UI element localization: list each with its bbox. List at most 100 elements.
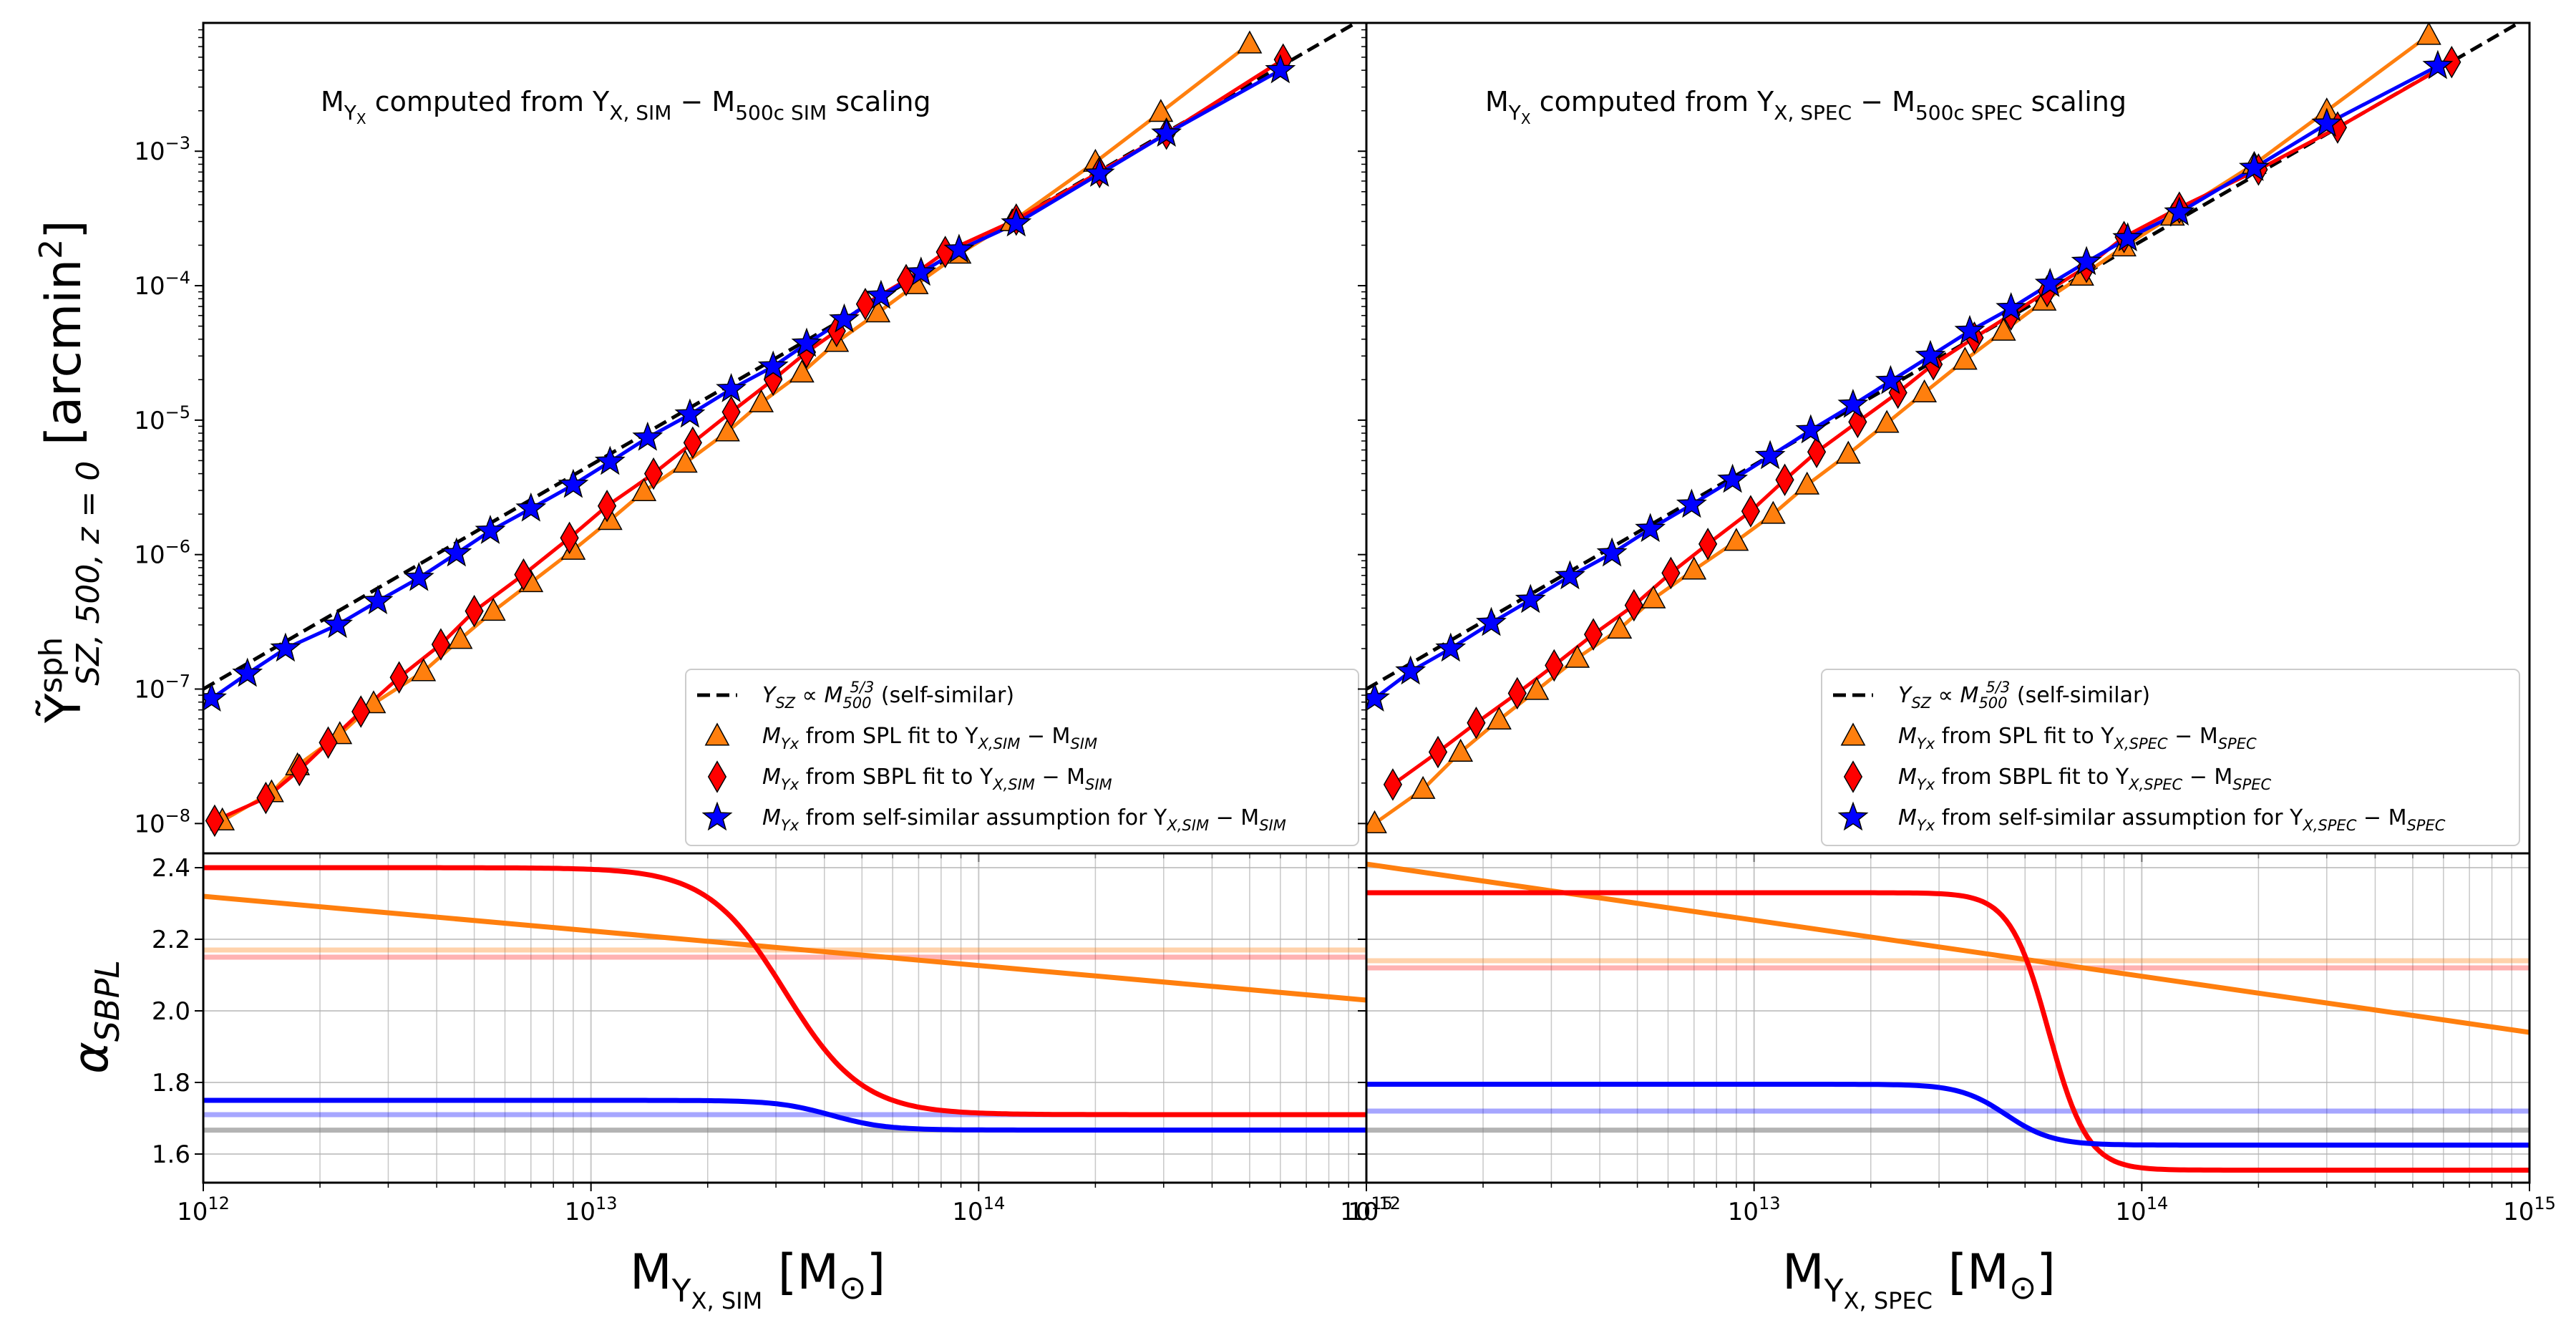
slope-curve-SPL-slope	[203, 893, 1366, 1003]
plot-area	[203, 23, 1360, 838]
data-point-triangle	[447, 626, 473, 649]
slope-curve-self-similar-slope	[203, 1097, 1366, 1133]
data-point-diamond	[560, 521, 579, 555]
y-tick-label: 10−3	[134, 133, 190, 166]
data-point-triangle	[672, 450, 698, 473]
plot-area	[1366, 861, 2529, 1173]
data-point-star	[403, 561, 434, 591]
self-similar-line	[1366, 23, 2523, 691]
data-point-star	[203, 682, 227, 712]
axis-ticks: 1013 1014 1015 1012	[1348, 867, 2556, 1226]
data-point-diamond	[1661, 556, 1681, 590]
data-point-diamond	[1698, 528, 1718, 561]
panel-annotation: MYX computed from YX, SIM − M500c SIM sc…	[321, 86, 931, 127]
legend-box	[685, 669, 1359, 846]
data-point-triangle	[411, 658, 437, 682]
data-point-star	[594, 445, 626, 475]
data-point-triangle	[789, 359, 815, 383]
x-tick-label: 1015	[1340, 1193, 1393, 1226]
data-point-star	[2238, 152, 2270, 181]
data-point-star	[943, 233, 975, 263]
data-point-triangle	[1912, 379, 1938, 403]
legend-markers	[1833, 693, 1873, 831]
data-point-diamond	[1624, 588, 1643, 622]
data-point-diamond	[1383, 768, 1403, 801]
x-tick-label: 1013	[565, 1193, 618, 1226]
data-point-triangle	[1607, 615, 1633, 639]
data-point-star	[829, 303, 860, 333]
data-point-star	[1795, 414, 1827, 444]
data-point-star	[865, 279, 897, 309]
data-point-star	[1754, 440, 1786, 470]
data-point-triangle	[480, 598, 506, 621]
data-point-star	[1476, 606, 1507, 636]
data-point-triangle	[1952, 346, 1978, 370]
data-point-star	[757, 350, 789, 380]
data-point-diamond	[1507, 677, 1527, 710]
slope-curve-SBPL-slope	[203, 865, 1366, 1118]
data-point-diamond	[1775, 463, 1794, 496]
y-tick-label: 10−8	[134, 805, 190, 838]
data-point-diamond	[643, 457, 664, 490]
data-point-triangle	[1991, 317, 2016, 341]
data-point-triangle	[631, 478, 657, 501]
axes-frame	[1365, 852, 2531, 1184]
data-point-star	[441, 537, 472, 567]
data-point-star	[674, 398, 706, 428]
y-tick-label: 10−7	[134, 672, 190, 704]
data-point-star	[905, 256, 937, 286]
data-point-diamond	[1848, 405, 1867, 439]
data-point-diamond	[319, 726, 338, 760]
data-point-triangle	[1760, 500, 1786, 524]
data-point-star	[1366, 682, 1390, 712]
data-point-diamond	[1741, 495, 1761, 528]
legend-label-self-similar: YSZ ∝ M5005/3 (self-similar)	[762, 679, 1014, 712]
x-tick-label: 1015	[2503, 1193, 2556, 1226]
y-tick-label: 2.2	[152, 926, 190, 954]
data-point-diamond	[721, 395, 741, 429]
data-point-diamond	[514, 558, 533, 591]
legend-spl-marker	[1840, 722, 1866, 746]
data-point-triangle	[1148, 99, 1174, 122]
grid	[203, 853, 1367, 1183]
data-point-diamond	[465, 594, 484, 628]
legend: YSZ ∝ M5005/3 (self-similar) MYx from SP…	[685, 669, 1359, 846]
data-point-diamond	[389, 661, 409, 694]
data-point-star	[2034, 268, 2066, 297]
legend-label-sbpl: MYx from SBPL fit to YX,SPEC − MSPEC	[1898, 765, 2272, 793]
data-point-star	[1954, 314, 1986, 344]
data-point-triangle	[2416, 23, 2441, 45]
data-point-triangle	[597, 507, 623, 530]
x-tick-label: 1012	[177, 1193, 230, 1226]
y-tick-label: 10−5	[134, 402, 190, 435]
data-point-triangle	[1681, 556, 1707, 580]
data-point-diamond	[597, 489, 617, 523]
data-point-triangle	[749, 389, 774, 412]
legend: YSZ ∝ M5005/3 (self-similar) MYx from SP…	[1821, 669, 2520, 846]
data-point-star	[1837, 388, 1869, 418]
self-similar-line	[203, 23, 1360, 691]
y-tick-label: 1.6	[152, 1140, 190, 1169]
slope-curve-SBPL-slope	[1366, 890, 2529, 1173]
data-point-triangle	[1794, 471, 1820, 495]
data-point-diamond	[1428, 735, 1448, 769]
y-axis-label-bottom: αSBPL	[63, 960, 127, 1074]
data-point-star	[1435, 632, 1467, 662]
legend-label-spl: MYx from SPL fit to YX,SIM − MSIM	[762, 724, 1097, 752]
data-point-star	[1915, 339, 1946, 369]
data-point-diamond	[256, 781, 276, 815]
data-point-star	[716, 373, 747, 402]
y-tick-label: 2.4	[152, 854, 190, 883]
legend-label-sbpl: MYx from SBPL fit to YX,SIM − MSIM	[762, 765, 1112, 793]
legend-markers	[697, 693, 737, 831]
legend-sbpl-marker	[707, 760, 727, 793]
panel-bottom-right: 1013 1014 1015 1012	[1348, 852, 2556, 1226]
data-point-star	[2164, 196, 2195, 226]
data-point-star	[515, 492, 547, 522]
legend-label-self-similar: YSZ ∝ M5005/3 (self-similar)	[1898, 679, 2150, 712]
data-point-star	[1084, 157, 1115, 187]
data-point-star	[1676, 488, 1707, 518]
legend-label-spl: MYx from SPL fit to YX,SPEC − MSPEC	[1898, 724, 2257, 752]
data-point-triangle	[1724, 528, 1749, 551]
